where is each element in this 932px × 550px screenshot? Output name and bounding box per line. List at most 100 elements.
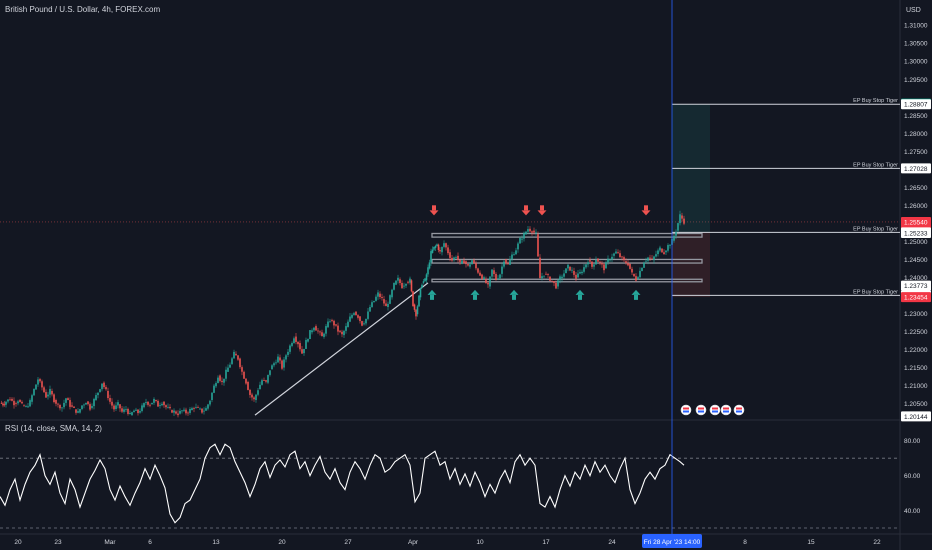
candle-body bbox=[489, 276, 491, 287]
candle-body bbox=[425, 274, 428, 281]
price-tag bbox=[901, 163, 931, 174]
candle-body bbox=[535, 232, 537, 234]
cursor-time-label: Fri 28 Apr '23 14:00 bbox=[644, 539, 701, 546]
candle-body bbox=[613, 253, 615, 256]
candle-body bbox=[99, 389, 101, 393]
candle-body bbox=[619, 253, 621, 258]
candle-body bbox=[421, 284, 423, 289]
x-tick-label: 13 bbox=[212, 539, 220, 546]
candle-body bbox=[663, 252, 665, 255]
candle-body bbox=[643, 262, 645, 268]
candle-body bbox=[167, 406, 169, 408]
y-tick-label: 1.30000 bbox=[904, 59, 928, 66]
candle-body bbox=[211, 392, 213, 400]
candle-body bbox=[345, 326, 347, 331]
candle-body bbox=[521, 238, 523, 240]
candle-body bbox=[549, 276, 551, 281]
candle-body bbox=[245, 378, 247, 384]
candle-body bbox=[647, 257, 649, 261]
candle-body bbox=[107, 390, 109, 399]
candle-body bbox=[301, 349, 303, 354]
candle-body bbox=[223, 378, 225, 383]
candle-body bbox=[513, 254, 515, 256]
candle-body bbox=[601, 263, 603, 265]
candle-body bbox=[369, 307, 371, 312]
candle-body bbox=[424, 278, 426, 282]
candle-body bbox=[445, 243, 447, 248]
candle-body bbox=[0, 402, 3, 404]
candle-body bbox=[491, 269, 493, 277]
candle-body bbox=[683, 218, 685, 224]
candle-body bbox=[395, 280, 397, 285]
candle-body bbox=[117, 402, 119, 406]
candle-body bbox=[659, 247, 661, 251]
candle-body bbox=[255, 394, 257, 400]
candle-body bbox=[361, 321, 363, 326]
candle-body bbox=[563, 273, 565, 277]
candle-body bbox=[335, 324, 337, 326]
candle-body bbox=[183, 409, 185, 411]
candle-body bbox=[579, 272, 581, 274]
candle-body bbox=[665, 250, 667, 253]
candle-body bbox=[209, 400, 211, 405]
candle-body bbox=[677, 223, 679, 231]
candle-body bbox=[353, 313, 355, 315]
candle-body bbox=[45, 392, 47, 398]
candle-body bbox=[436, 244, 438, 246]
candle-body bbox=[253, 397, 255, 400]
candle-body bbox=[505, 259, 507, 264]
y-tick-label: 1.27500 bbox=[904, 149, 928, 156]
y-tick-label: 1.25000 bbox=[904, 239, 928, 246]
ep-line-label: EP Buy Stop Tiger bbox=[853, 226, 898, 232]
candle-body bbox=[275, 362, 277, 364]
candle-body bbox=[551, 280, 553, 282]
candle-body bbox=[675, 231, 677, 236]
price-tag-label: 1.23773 bbox=[904, 283, 928, 290]
x-tick-label: Mar bbox=[104, 539, 116, 546]
sell-arrow-icon bbox=[429, 205, 439, 216]
price-tag bbox=[901, 411, 931, 422]
candle-body bbox=[213, 385, 215, 393]
rsi-tick-label: 80.00 bbox=[904, 438, 921, 445]
candle-body bbox=[379, 293, 381, 298]
candle-body bbox=[461, 260, 463, 264]
y-tick-label: 1.31000 bbox=[904, 23, 928, 30]
candle-body bbox=[299, 343, 301, 350]
candle-body bbox=[397, 277, 399, 281]
candle-body bbox=[533, 230, 535, 233]
candle-body bbox=[393, 282, 395, 290]
candle-body bbox=[55, 399, 57, 404]
candle-body bbox=[231, 358, 233, 364]
candle-body bbox=[269, 370, 271, 375]
sr-zone bbox=[431, 258, 703, 264]
candle-body bbox=[295, 336, 297, 342]
candle-body bbox=[105, 387, 107, 390]
candle-body bbox=[109, 398, 111, 402]
candle-body bbox=[347, 321, 349, 328]
candle-body bbox=[63, 402, 65, 408]
trendline bbox=[254, 282, 429, 416]
candle-body bbox=[11, 398, 13, 401]
candle-body bbox=[79, 409, 81, 413]
sr-zone bbox=[431, 278, 703, 283]
candle-body bbox=[305, 340, 307, 349]
candle-body bbox=[407, 281, 409, 283]
rsi-line bbox=[0, 443, 685, 524]
candle-body bbox=[471, 260, 473, 265]
candle-body bbox=[623, 257, 625, 261]
currency-label: USD bbox=[906, 7, 921, 14]
candle-body bbox=[159, 405, 161, 406]
candle-body bbox=[39, 379, 41, 382]
candle-body bbox=[151, 402, 153, 405]
candle-body bbox=[165, 405, 167, 408]
candle-body bbox=[475, 263, 477, 269]
candle-body bbox=[493, 270, 495, 274]
candle-body bbox=[437, 244, 440, 251]
candle-body bbox=[17, 401, 19, 404]
candle-body bbox=[349, 316, 351, 322]
candle-body bbox=[123, 409, 125, 412]
candle-body bbox=[91, 406, 93, 408]
candle-body bbox=[649, 257, 651, 259]
y-tick-label: 1.26500 bbox=[904, 185, 928, 192]
